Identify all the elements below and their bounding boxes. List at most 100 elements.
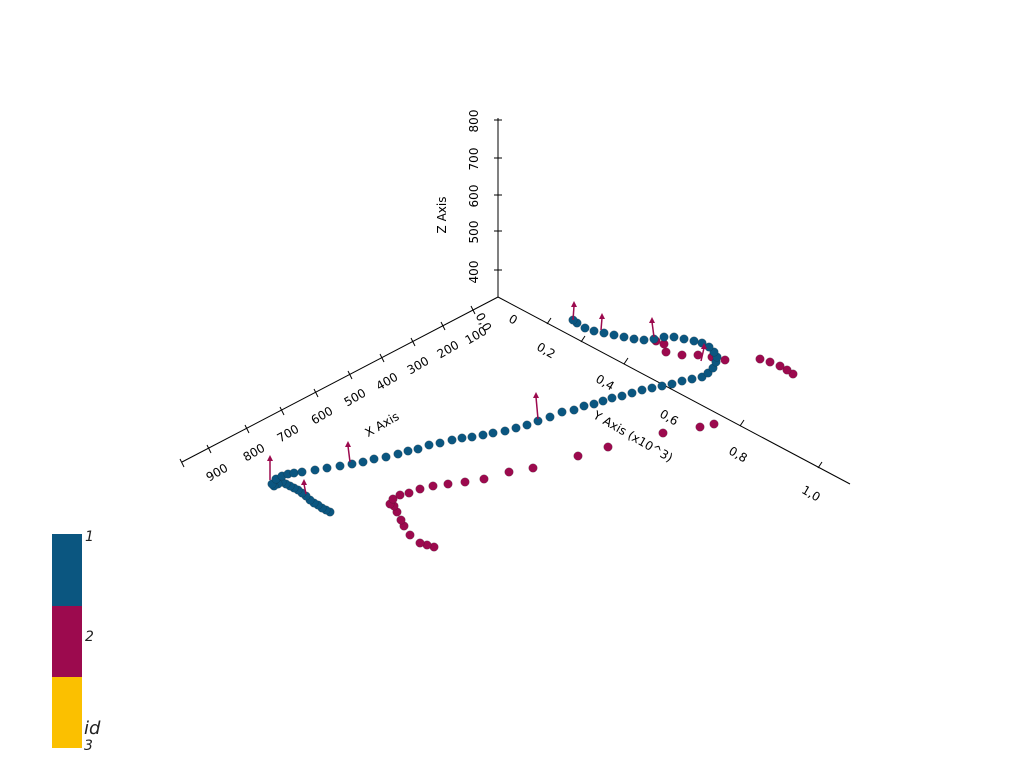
data-point-series-1 — [424, 440, 434, 450]
y-axis-line — [497, 296, 851, 485]
data-point-series-1 — [381, 452, 391, 462]
x-tick-label: 400 — [374, 370, 401, 394]
data-point-series-2 — [775, 361, 785, 371]
y-tick-label: 0,6 — [657, 407, 681, 429]
data-point-series-1 — [677, 376, 687, 386]
data-point-series-1 — [647, 383, 657, 393]
data-point-series-1 — [627, 388, 637, 398]
data-point-series-2 — [528, 463, 538, 473]
data-point-series-1 — [478, 430, 488, 440]
data-point-series-2 — [755, 354, 765, 364]
legend-swatch-1 — [52, 534, 82, 606]
x-tick-label: 700 — [275, 422, 302, 446]
data-point-series-1 — [617, 391, 627, 401]
x-tick-label: 500 — [342, 386, 369, 410]
data-point-series-1 — [589, 326, 599, 336]
x-tick-label: 800 — [241, 441, 268, 465]
data-point-series-1 — [297, 467, 307, 477]
data-point-series-1 — [403, 446, 413, 456]
data-point-series-1 — [467, 432, 477, 442]
data-points — [267, 315, 798, 552]
data-point-series-1 — [413, 444, 423, 454]
direction-arrows — [267, 301, 707, 495]
data-point-series-2 — [677, 350, 687, 360]
data-point-series-1 — [347, 459, 357, 469]
y-tick-label: 0,4 — [593, 372, 617, 394]
data-point-series-1 — [393, 449, 403, 459]
legend-swatch-2 — [52, 606, 82, 677]
arrow-head — [267, 455, 273, 461]
data-point-series-1 — [447, 435, 457, 445]
data-point-series-1 — [335, 461, 345, 471]
arrow-head — [533, 392, 539, 398]
legend-label: 1 — [85, 529, 94, 545]
data-point-series-1 — [545, 412, 555, 422]
data-point-series-2 — [405, 530, 415, 540]
data-point-series-2 — [395, 490, 405, 500]
legend-label: 3 — [84, 738, 93, 754]
data-point-series-1 — [369, 454, 379, 464]
data-point-series-1 — [609, 330, 619, 340]
z-tick-label: 800 — [467, 110, 481, 133]
data-point-series-1 — [435, 438, 445, 448]
data-point-series-2 — [479, 474, 489, 484]
y-tick-label: 1,0 — [799, 483, 823, 505]
data-point-series-1 — [679, 334, 689, 344]
data-point-series-2 — [428, 481, 438, 491]
data-point-series-1 — [619, 332, 629, 342]
data-point-series-2 — [765, 357, 775, 367]
y-tick-label: 0 — [506, 312, 520, 328]
z-tick-label: 600 — [467, 185, 481, 208]
axes-group: 400 500 600 700 800 Z Axis 100 200 300 4… — [179, 110, 851, 505]
y-tick-label: 0,8 — [726, 444, 750, 466]
arrow-head — [649, 317, 655, 323]
x-tick-label: 900 — [204, 461, 231, 485]
data-point-series-2 — [396, 515, 406, 525]
data-point-series-1 — [322, 463, 332, 473]
data-point-series-1 — [589, 399, 599, 409]
data-point-series-2 — [709, 419, 719, 429]
y-tick-label: 0,2 — [534, 340, 558, 362]
arrow-head — [301, 479, 307, 485]
legend: 1 2 3 id — [52, 529, 101, 754]
arrow-glyph — [700, 347, 705, 362]
data-point-series-1 — [557, 407, 567, 417]
z-ticks: 400 500 600 700 800 Z Axis — [435, 110, 502, 284]
data-point-series-2 — [695, 422, 705, 432]
legend-label: 2 — [85, 629, 94, 645]
x-axis-title: X Axis — [363, 409, 402, 440]
arrow-head — [599, 313, 605, 319]
arrow-head — [345, 441, 351, 447]
z-tick-label: 400 — [467, 261, 481, 284]
arrow-glyph — [535, 396, 539, 420]
data-point-series-1 — [522, 420, 532, 430]
data-point-series-1 — [629, 334, 639, 344]
data-point-series-1 — [598, 396, 608, 406]
x-tick-label: 200 — [435, 338, 462, 362]
data-point-series-1 — [667, 379, 677, 389]
data-point-series-2 — [415, 538, 425, 548]
data-point-series-1 — [669, 332, 679, 342]
arrow-glyph — [347, 445, 351, 463]
arrow-glyph — [303, 483, 307, 495]
data-point-series-1 — [687, 374, 697, 384]
data-point-series-2 — [573, 451, 583, 461]
data-point-series-1 — [310, 465, 320, 475]
x-axis-line — [181, 296, 499, 463]
legend-title: id — [84, 718, 101, 739]
arrow-glyph — [600, 317, 603, 331]
legend-swatch-3 — [52, 677, 82, 748]
arrow-glyph — [572, 305, 575, 321]
data-point-series-1 — [689, 336, 699, 346]
data-point-series-1 — [637, 385, 647, 395]
data-point-series-2 — [415, 484, 425, 494]
data-point-series-1 — [657, 381, 667, 391]
x-tick-label: 300 — [405, 354, 432, 378]
data-point-series-1 — [457, 433, 467, 443]
z-axis-title: Z Axis — [435, 197, 449, 234]
arrow-head — [571, 301, 577, 307]
data-point-series-2 — [504, 467, 514, 477]
data-point-series-1 — [580, 323, 590, 333]
data-point-series-2 — [658, 428, 668, 438]
